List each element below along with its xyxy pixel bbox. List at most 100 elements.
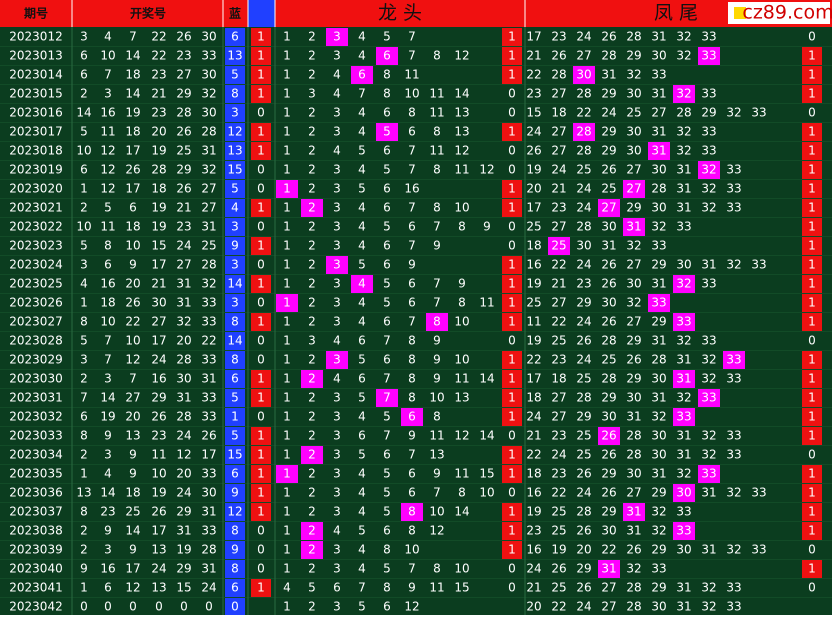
- red-number: 10: [100, 49, 115, 63]
- period: 2023031: [9, 391, 62, 405]
- dragon-number: 6: [408, 486, 416, 500]
- red-number: 23: [100, 505, 115, 519]
- blue-number: 12: [227, 505, 242, 519]
- red-number: 27: [151, 315, 166, 329]
- highlight-cell: [802, 427, 822, 445]
- tail-flag: 0: [808, 448, 816, 462]
- red-number: 6: [80, 49, 88, 63]
- red-number: 28: [201, 543, 216, 557]
- dragon-number: 5: [358, 600, 366, 614]
- tail-number: 32: [676, 125, 691, 139]
- red-number: 4: [80, 277, 88, 291]
- dragon-number: 2: [308, 562, 316, 576]
- blue-number: 13: [227, 49, 242, 63]
- dragon-number: 13: [454, 391, 469, 405]
- tail-number: 31: [676, 600, 691, 614]
- tail-number: 32: [726, 486, 741, 500]
- period: 2023022: [9, 220, 62, 234]
- tail-number: 24: [551, 163, 566, 177]
- tail-number: 30: [576, 68, 591, 82]
- dragon-number: 14: [454, 87, 469, 101]
- blue-flag: 1: [257, 277, 265, 291]
- tail-number: 30: [676, 486, 691, 500]
- tail-number: 29: [651, 486, 666, 500]
- tail-number: 24: [576, 30, 591, 44]
- tail-number: 28: [576, 125, 591, 139]
- tail-number: 29: [601, 467, 616, 481]
- period: 2023013: [9, 49, 62, 63]
- dragon-number: 1: [283, 201, 291, 215]
- dragon-number: 14: [454, 505, 469, 519]
- tail-number: 27: [651, 106, 666, 120]
- red-number: 0: [205, 600, 213, 614]
- tail-number: 33: [726, 429, 741, 443]
- red-number: 6: [80, 68, 88, 82]
- tail-number: 33: [726, 201, 741, 215]
- dragon-number: 2: [308, 315, 316, 329]
- blue-number: 6: [231, 372, 239, 386]
- highlight-cell: [225, 180, 245, 198]
- red-number: 12: [176, 448, 191, 462]
- highlight-cell: [276, 465, 298, 483]
- highlight-cell: [802, 389, 822, 407]
- dragon-number: 3: [333, 201, 341, 215]
- tail-number: 31: [601, 68, 616, 82]
- dragon-flag: 0: [508, 163, 516, 177]
- dragon-number: 2: [308, 49, 316, 63]
- dragon-number: 2: [308, 239, 316, 253]
- dragon-number: 15: [454, 581, 469, 595]
- red-number: 6: [104, 581, 112, 595]
- red-number: 17: [151, 258, 166, 272]
- tail-number: 32: [651, 410, 666, 424]
- red-number: 23: [176, 49, 191, 63]
- tail-number: 31: [676, 163, 691, 177]
- red-number: 9: [104, 524, 112, 538]
- dragon-number: 10: [454, 201, 469, 215]
- highlight-cell: [225, 123, 245, 141]
- blue-flag: 1: [257, 30, 265, 44]
- highlight-cell: [225, 313, 245, 331]
- dragon-number: 2: [308, 372, 316, 386]
- tail-number: 28: [576, 87, 591, 101]
- red-number: 30: [201, 486, 216, 500]
- red-number: 3: [104, 543, 112, 557]
- dragon-number: 2: [308, 277, 316, 291]
- highlight-cell: [502, 408, 522, 426]
- tail-number: 17: [526, 201, 541, 215]
- red-number: 8: [104, 239, 112, 253]
- dragon-number: 10: [429, 391, 444, 405]
- tail-number: 29: [601, 125, 616, 139]
- dragon-number: 6: [383, 600, 391, 614]
- dragon-number: 15: [479, 467, 494, 481]
- tail-number: 23: [551, 201, 566, 215]
- dragon-number: 7: [408, 163, 416, 177]
- highlight-cell: [251, 199, 271, 217]
- red-number: 28: [176, 353, 191, 367]
- dragon-number: 3: [333, 429, 341, 443]
- red-number: 20: [176, 334, 191, 348]
- tail-number: 30: [626, 467, 641, 481]
- dragon-number: 3: [333, 543, 341, 557]
- red-number: 10: [125, 239, 140, 253]
- red-number: 8: [80, 505, 88, 519]
- red-number: 14: [125, 49, 140, 63]
- tail-number: 29: [626, 49, 641, 63]
- tail-number: 21: [551, 182, 566, 196]
- highlight-cell: [225, 28, 245, 46]
- header-blue: [248, 0, 275, 27]
- period: 2023019: [9, 163, 62, 177]
- dragon-number: 6: [383, 144, 391, 158]
- tail-number: 31: [676, 429, 691, 443]
- tail-number: 28: [576, 220, 591, 234]
- dragon-number: 6: [383, 524, 391, 538]
- dragon-number: 9: [433, 372, 441, 386]
- dragon-number: 11: [404, 68, 419, 82]
- tail-number: 29: [651, 258, 666, 272]
- blue-flag: 0: [257, 353, 265, 367]
- red-number: 31: [176, 524, 191, 538]
- red-number: 1: [80, 467, 88, 481]
- highlight-cell: [502, 522, 522, 540]
- highlight-cell: [301, 522, 323, 540]
- red-number: 33: [201, 353, 216, 367]
- tail-number: 32: [701, 353, 716, 367]
